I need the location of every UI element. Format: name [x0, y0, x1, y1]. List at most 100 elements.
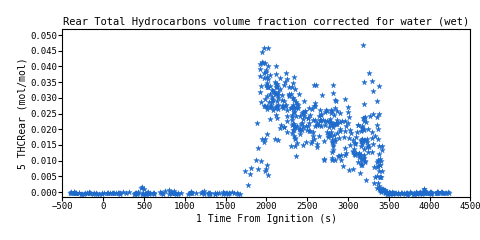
Point: [268, 100, 276, 104]
Point: [264, 46, 272, 50]
Point: [316, 123, 324, 127]
Point: [416, 191, 424, 195]
Point: [262, 68, 270, 72]
Point: [170, 189, 178, 193]
Point: [141, 192, 149, 196]
Point: [266, 117, 274, 121]
Point: [358, 125, 366, 129]
Point: [283, 103, 290, 107]
Point: [386, 191, 394, 194]
Point: [220, 191, 228, 195]
Point: [261, 46, 268, 50]
Point: [71, 192, 78, 195]
Point: [313, 121, 321, 125]
Point: [329, 125, 337, 129]
Point: [419, 191, 427, 195]
Point: [165, 192, 172, 196]
Point: [137, 186, 144, 190]
Point: [363, 140, 371, 144]
Point: [150, 192, 157, 196]
Point: [378, 169, 385, 173]
Point: [433, 192, 441, 195]
Point: [300, 114, 308, 118]
Point: [388, 190, 396, 194]
Point: [420, 187, 428, 191]
Point: [168, 191, 176, 195]
Point: [308, 139, 316, 143]
Point: [433, 190, 441, 194]
Point: [332, 121, 340, 125]
Point: [378, 190, 385, 194]
Point: [373, 174, 381, 178]
Point: [334, 109, 341, 113]
Point: [261, 169, 269, 173]
Point: [332, 139, 339, 143]
Point: [298, 128, 306, 132]
Point: [290, 75, 298, 78]
Point: [264, 173, 272, 177]
Point: [158, 191, 166, 194]
Point: [112, 191, 120, 195]
Point: [291, 137, 299, 141]
Point: [273, 82, 281, 86]
Point: [407, 191, 414, 195]
Point: [315, 114, 323, 118]
Point: [272, 92, 279, 96]
Point: [140, 192, 147, 196]
Point: [166, 188, 173, 192]
Point: [294, 106, 301, 110]
Point: [328, 158, 336, 162]
Point: [333, 131, 341, 134]
Point: [133, 192, 141, 196]
Point: [291, 137, 299, 140]
Point: [280, 125, 288, 129]
Point: [390, 191, 398, 195]
Point: [285, 85, 292, 89]
Point: [318, 93, 326, 97]
Point: [269, 97, 276, 101]
Point: [375, 152, 383, 156]
Point: [333, 122, 340, 126]
Point: [325, 132, 333, 136]
Point: [120, 190, 127, 194]
Point: [261, 140, 268, 144]
Point: [369, 112, 377, 115]
Point: [186, 191, 193, 195]
Point: [364, 143, 372, 147]
Point: [184, 192, 192, 196]
Point: [323, 108, 330, 112]
Point: [311, 101, 319, 105]
Point: [360, 42, 367, 46]
Point: [351, 142, 359, 145]
Point: [296, 127, 304, 131]
Point: [386, 192, 394, 196]
Point: [360, 139, 367, 143]
Point: [376, 163, 384, 167]
Point: [71, 190, 78, 194]
Point: [109, 192, 117, 195]
Point: [397, 191, 405, 194]
Point: [306, 114, 314, 117]
Point: [323, 119, 331, 123]
Point: [377, 189, 385, 192]
Point: [134, 192, 142, 195]
Point: [329, 142, 336, 146]
Point: [110, 191, 118, 195]
Point: [97, 191, 105, 195]
Point: [319, 118, 326, 121]
Point: [187, 191, 195, 194]
Point: [288, 85, 296, 89]
Point: [304, 124, 312, 128]
Point: [412, 191, 420, 195]
Point: [223, 191, 231, 195]
Point: [276, 76, 284, 80]
Point: [439, 191, 447, 195]
Point: [258, 137, 266, 141]
Point: [298, 121, 306, 125]
Point: [332, 121, 340, 125]
Point: [114, 191, 122, 195]
Point: [345, 121, 352, 125]
Point: [288, 119, 296, 122]
Point: [358, 129, 365, 133]
Point: [360, 138, 368, 142]
